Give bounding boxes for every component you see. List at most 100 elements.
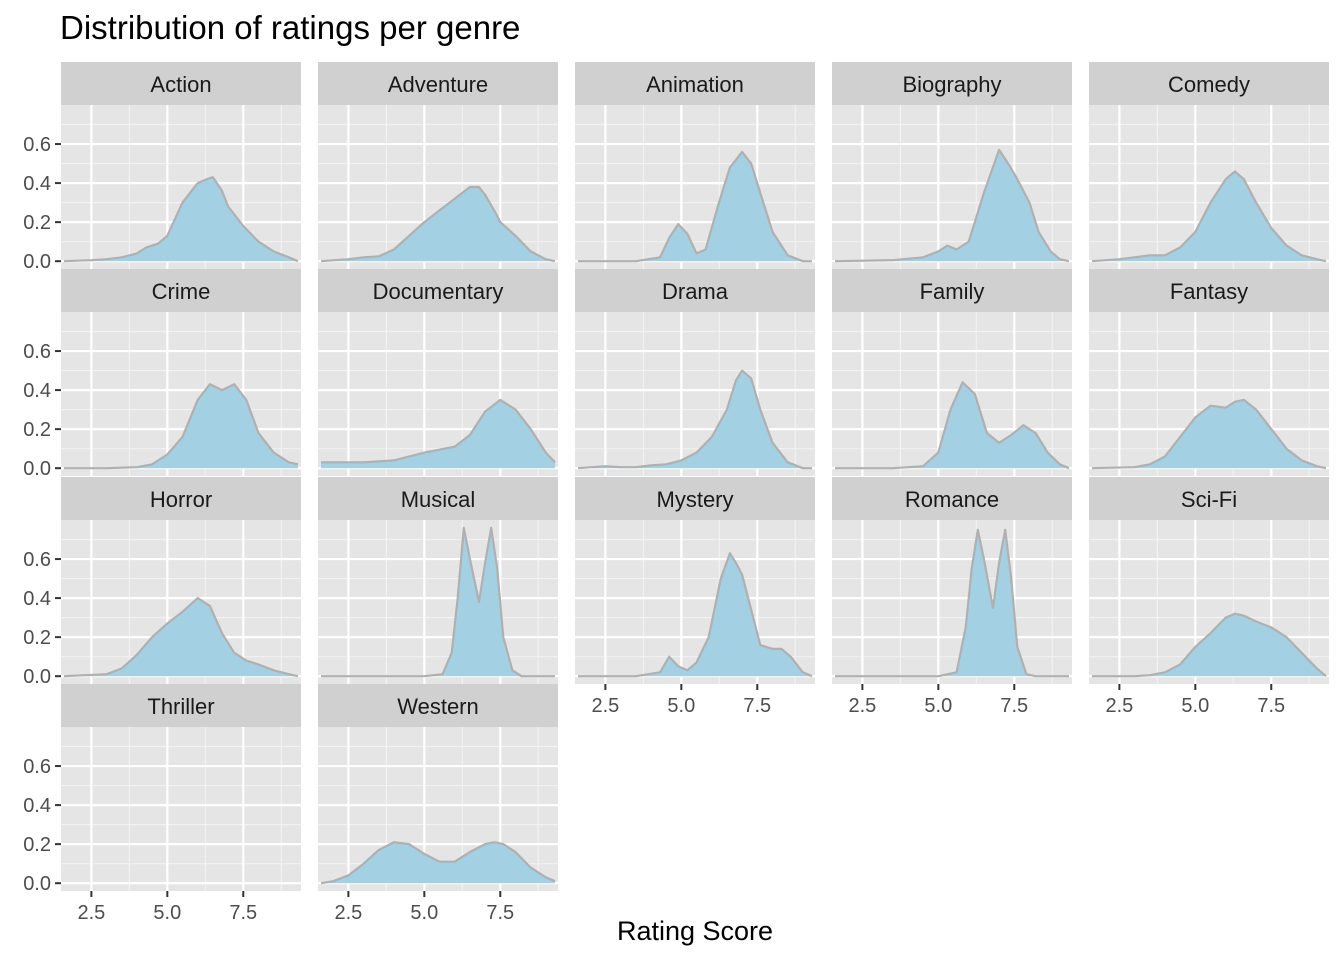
- y-tick-label: 0.2: [23, 834, 51, 856]
- facet-crime: Crime 0.0 0.2 0.4 0.6: [23, 269, 301, 480]
- facet-fantasy: Fantasy: [1089, 269, 1329, 476]
- density-area: [1092, 171, 1326, 262]
- facet-strip-label: Comedy: [1168, 72, 1250, 97]
- facet-strip-label: Biography: [902, 72, 1001, 97]
- density-area: [835, 529, 1069, 677]
- facet-strip-label: Crime: [152, 279, 211, 304]
- facet-family: Family: [832, 269, 1072, 476]
- facet-grid: Action 0.0 0.2 0.4 0.6 Adventure Animation Biog…: [23, 62, 1329, 924]
- facet-comedy: Comedy: [1089, 62, 1329, 269]
- y-tick-label: 0.6: [23, 549, 51, 571]
- x-tick-label: 7.5: [486, 902, 514, 924]
- facet-sci-fi: Sci-Fi 2.5 5.0 7.5: [1089, 477, 1329, 717]
- facet-strip: [832, 62, 1072, 105]
- density-line: [578, 150, 812, 263]
- density-line: [1092, 612, 1327, 678]
- y-tick-label: 0.4: [23, 795, 51, 817]
- density-area: [578, 370, 812, 469]
- facet-strip-label: Western: [397, 694, 479, 719]
- facet-drama: Drama: [575, 269, 815, 476]
- x-tick-label: 2.5: [334, 902, 362, 924]
- facet-strip: [575, 62, 815, 105]
- facet-strip: [832, 477, 1072, 520]
- density-area: [1092, 613, 1326, 677]
- density-line: [63, 597, 299, 678]
- density-line: [578, 552, 813, 678]
- facet-strip: [832, 269, 1072, 312]
- facet-strip-label: Fantasy: [1170, 279, 1248, 304]
- facet-strip: [318, 477, 558, 520]
- facet-strip: [1089, 62, 1329, 105]
- y-tick-label: 0.0: [23, 251, 51, 273]
- facet-strip: [575, 477, 815, 520]
- facet-strip-label: Musical: [401, 487, 476, 512]
- density-area: [321, 399, 555, 469]
- facet-adventure: Adventure: [318, 62, 558, 269]
- x-tick-label: 2.5: [591, 695, 619, 717]
- y-tick-label: 0.2: [23, 419, 51, 441]
- panel-background: [318, 520, 558, 684]
- density-area: [578, 553, 812, 677]
- facet-thriller: Thriller 0.0 0.2 0.4 0.6 2.5 5.0 7.5: [23, 684, 301, 924]
- facet-strip-label: Family: [920, 279, 985, 304]
- facet-strip: [61, 684, 301, 727]
- facet-action: Action 0.0 0.2 0.4 0.6: [23, 62, 301, 273]
- x-tick-label: 7.5: [1257, 695, 1285, 717]
- facet-strip: [1089, 269, 1329, 312]
- x-tick-label: 7.5: [743, 695, 771, 717]
- facet-musical: Musical: [318, 477, 558, 684]
- facet-strip-label: Thriller: [147, 694, 214, 719]
- y-tick-label: 0.0: [23, 458, 51, 480]
- facet-strip: [61, 477, 301, 520]
- density-line: [320, 185, 556, 263]
- panel-background: [832, 520, 1072, 684]
- facet-documentary: Documentary: [318, 269, 558, 476]
- facet-strip-label: Animation: [646, 72, 744, 97]
- panel-background: [61, 727, 301, 891]
- chart-title: Distribution of ratings per genre: [60, 9, 520, 46]
- density-area: [321, 187, 555, 262]
- y-tick-label: 0.6: [23, 134, 51, 156]
- x-tick-label: 7.5: [229, 902, 257, 924]
- density-line: [1091, 398, 1327, 470]
- facet-western: Western 2.5 5.0 7.5: [318, 684, 558, 924]
- x-axis-title: Rating Score: [617, 916, 773, 946]
- facet-strip: [61, 269, 301, 312]
- facet-strip: [1089, 477, 1329, 520]
- density-line: [1091, 170, 1327, 263]
- density-area: [64, 177, 298, 262]
- facet-romance: Romance 2.5 5.0 7.5: [832, 477, 1072, 717]
- facet-strip-label: Sci-Fi: [1181, 487, 1237, 512]
- facet-strip-label: Horror: [150, 487, 212, 512]
- density-line: [64, 383, 299, 470]
- density-area: [321, 842, 555, 884]
- y-tick-label: 0.6: [23, 341, 51, 363]
- density-line: [577, 369, 812, 470]
- facet-mystery: Mystery 2.5 5.0 7.5: [575, 477, 815, 717]
- density-line: [63, 176, 299, 263]
- x-tick-label: 5.0: [667, 695, 695, 717]
- x-tick-label: 2.5: [1105, 695, 1133, 717]
- density-area: [64, 384, 298, 469]
- facet-biography: Biography: [832, 62, 1072, 269]
- y-tick-label: 0.4: [23, 380, 51, 402]
- x-tick-label: 7.5: [1000, 695, 1028, 717]
- x-tick-label: 5.0: [153, 902, 181, 924]
- facet-animation: Animation: [575, 62, 815, 269]
- x-tick-label: 2.5: [77, 902, 105, 924]
- facet-strip-label: Documentary: [373, 279, 504, 304]
- y-tick-label: 0.0: [23, 873, 51, 895]
- y-tick-label: 0.2: [23, 212, 51, 234]
- y-tick-label: 0.2: [23, 627, 51, 649]
- facet-strip-label: Romance: [905, 487, 999, 512]
- y-tick-label: 0.6: [23, 756, 51, 778]
- facet-strip: [575, 269, 815, 312]
- density-line: [835, 528, 1069, 678]
- density-area: [835, 382, 1069, 469]
- density-line: [834, 148, 1070, 263]
- density-line: [320, 841, 556, 885]
- facet-horror: Horror 0.0 0.2 0.4 0.6: [23, 477, 301, 688]
- facet-strip-label: Drama: [662, 279, 729, 304]
- density-line: [321, 526, 555, 678]
